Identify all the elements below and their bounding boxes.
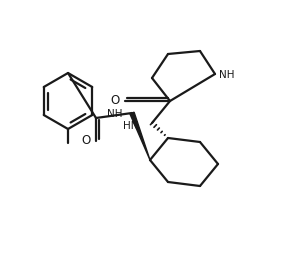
Text: NH: NH — [219, 70, 235, 80]
Polygon shape — [130, 112, 150, 160]
Text: HN: HN — [122, 121, 138, 131]
Text: O: O — [82, 133, 91, 146]
Text: NH: NH — [106, 109, 122, 119]
Text: O: O — [111, 93, 120, 106]
